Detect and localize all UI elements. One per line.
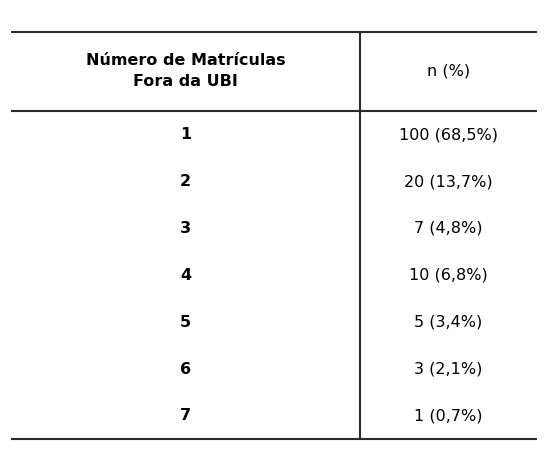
Text: 1 (0,7%): 1 (0,7%) xyxy=(414,409,483,424)
Text: 6: 6 xyxy=(180,361,191,376)
Text: 7: 7 xyxy=(180,409,191,424)
Text: 4: 4 xyxy=(180,268,191,283)
Text: 20 (13,7%): 20 (13,7%) xyxy=(404,174,493,189)
Text: 3: 3 xyxy=(180,221,191,236)
Text: n (%): n (%) xyxy=(427,64,470,79)
Text: 1: 1 xyxy=(180,127,191,142)
Text: Número de Matrículas
Fora da UBI: Número de Matrículas Fora da UBI xyxy=(85,53,286,89)
Text: 100 (68,5%): 100 (68,5%) xyxy=(399,127,498,142)
Text: 5 (3,4%): 5 (3,4%) xyxy=(414,315,483,330)
Text: 5: 5 xyxy=(180,315,191,330)
Text: 10 (6,8%): 10 (6,8%) xyxy=(409,268,488,283)
Text: 7 (4,8%): 7 (4,8%) xyxy=(414,221,483,236)
Text: 3 (2,1%): 3 (2,1%) xyxy=(414,361,483,376)
Text: 2: 2 xyxy=(180,174,191,189)
